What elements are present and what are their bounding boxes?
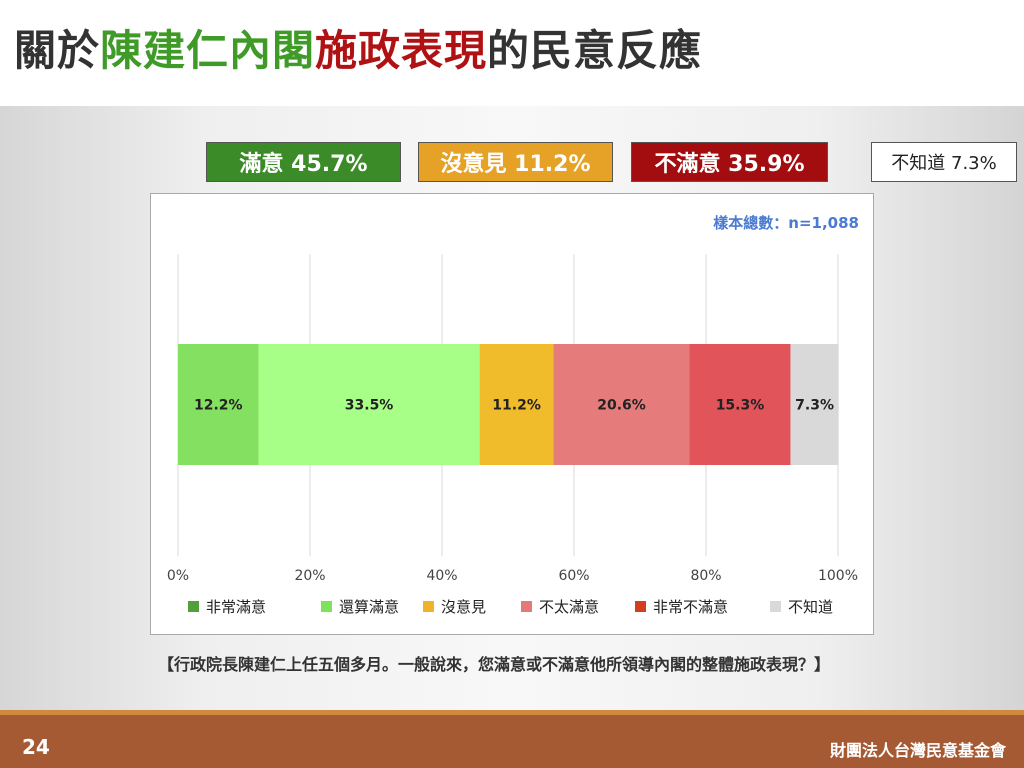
footer-bar: 24 財團法人台灣民意基金會 — [0, 710, 1024, 768]
summary-dissatisfied-box: 不滿意 35.9% — [631, 142, 828, 182]
x-tick-label: 40% — [426, 568, 457, 584]
summary-dont-know-box: 不知道 7.3% — [871, 142, 1017, 182]
page-number: 24 — [22, 735, 50, 759]
summary-satisfied-box: 滿意 45.7% — [206, 142, 401, 182]
data-label: 33.5% — [345, 398, 394, 414]
legend-label: 不太滿意 — [539, 598, 599, 616]
data-label: 12.2% — [194, 398, 243, 414]
organization-name: 財團法人台灣民意基金會 — [829, 741, 1006, 760]
data-label: 20.6% — [597, 398, 646, 414]
legend-swatch — [321, 601, 332, 612]
stacked-bar-chart: 0% 20% 40% 60% 80% 100% 12.2% 33.5% 11.2% 20.6% 15… — [167, 254, 858, 616]
sample-size-note: 樣本總數：n=1,088 — [713, 214, 859, 232]
bar-segment — [178, 344, 259, 465]
title-part-cabinet: 陳建仁內閣 — [100, 26, 316, 75]
x-tick-label: 80% — [690, 568, 721, 584]
legend-swatch — [188, 601, 199, 612]
x-tick-label: 100% — [818, 568, 858, 584]
x-tick-label: 20% — [294, 568, 325, 584]
legend-label: 還算滿意 — [339, 598, 399, 616]
x-tick-label: 60% — [558, 568, 589, 584]
bar-segment — [258, 344, 480, 465]
data-label: 11.2% — [492, 398, 541, 414]
legend-label: 沒意見 — [441, 598, 486, 616]
summary-no-opinion-box: 沒意見 11.2% — [418, 142, 613, 182]
survey-question: 【行政院長陳建仁上任五個多月。一般說來，您滿意或不滿意他所領導內閣的整體施政表現… — [158, 655, 831, 674]
bar-segment — [689, 344, 791, 465]
data-label: 7.3% — [795, 398, 834, 414]
legend-label: 非常滿意 — [206, 598, 266, 616]
page-title: 關於陳建仁內閣施政表現的民意反應 — [14, 26, 703, 75]
bar-segment — [553, 344, 690, 465]
x-tick-label: 0% — [167, 568, 189, 584]
bar-segment — [479, 344, 554, 465]
legend-label: 非常不滿意 — [653, 598, 728, 616]
legend-swatch — [770, 601, 781, 612]
title-part-performance: 施政表現 — [315, 26, 488, 75]
legend-label: 不知道 — [788, 598, 833, 616]
bar-segment — [790, 344, 839, 465]
legend-swatch — [521, 601, 532, 612]
data-label: 15.3% — [716, 398, 765, 414]
title-part-opinion: 的民意反應 — [487, 26, 703, 75]
title-part-about: 關於 — [14, 26, 101, 75]
legend-swatch — [635, 601, 646, 612]
chart-panel: 樣本總數：n=1,088 0% 20% 40% 60% 80% 100% 12.2% 33.5… — [150, 193, 874, 635]
legend-swatch — [423, 601, 434, 612]
